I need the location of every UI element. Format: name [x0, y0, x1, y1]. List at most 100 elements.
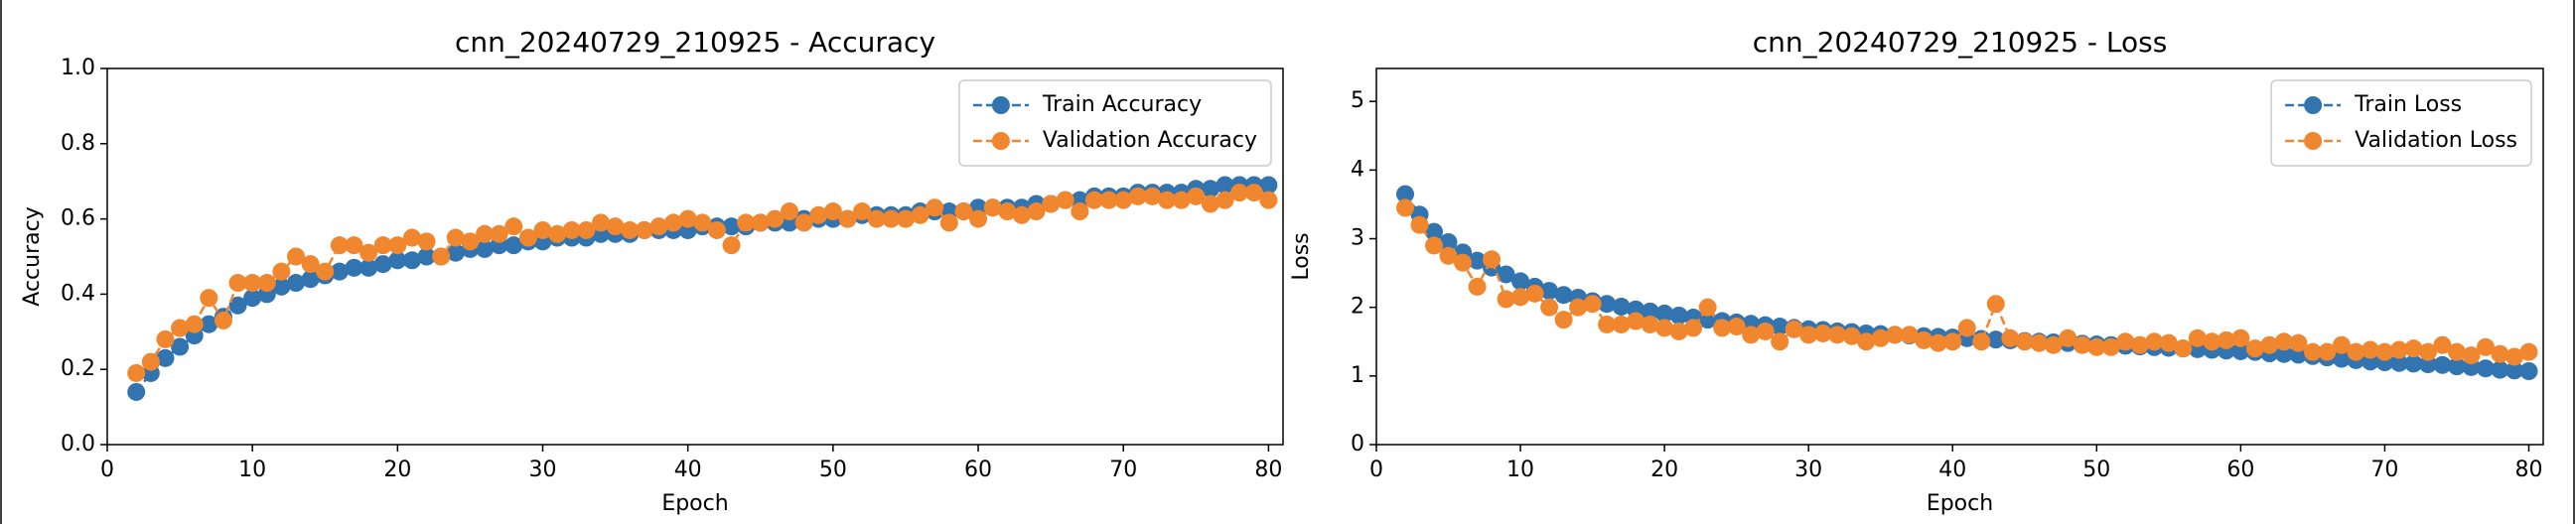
data-point	[1915, 330, 1933, 349]
x-tick-label: 80	[1254, 458, 1282, 482]
data-point	[1012, 205, 1031, 224]
data-point	[446, 243, 465, 262]
data-point	[1929, 333, 1947, 352]
data-point	[345, 258, 363, 277]
data-point	[171, 337, 190, 356]
x-tick-label: 80	[2514, 458, 2542, 482]
data-point	[287, 274, 306, 293]
data-point	[635, 220, 653, 239]
y-tick-label: 0.4	[61, 281, 95, 306]
data-point	[2116, 332, 2135, 351]
data-point	[1201, 195, 1219, 213]
data-point	[983, 198, 1002, 217]
data-point	[402, 228, 421, 247]
data-point	[1871, 328, 1890, 347]
data-point	[2274, 332, 2293, 351]
y-tick-label: 0.6	[61, 206, 95, 231]
data-point	[388, 251, 407, 270]
data-point	[1027, 202, 1046, 221]
legend-label: Validation Accuracy	[1043, 128, 1257, 153]
data-point	[1799, 326, 1818, 344]
data-point	[287, 247, 306, 266]
data-point	[504, 217, 523, 236]
data-point	[228, 274, 247, 293]
data-point	[998, 202, 1017, 221]
data-point	[388, 236, 407, 255]
y-tick-label: 0	[1351, 432, 1364, 457]
data-point	[2174, 339, 2193, 358]
data-point	[243, 289, 262, 308]
data-point	[1143, 187, 1162, 205]
data-point	[1216, 176, 1234, 195]
data-point	[1612, 297, 1631, 316]
data-point	[2059, 328, 2077, 347]
data-point	[1598, 315, 1617, 333]
data-point	[954, 202, 973, 221]
data-point	[1439, 246, 1458, 265]
data-point	[1771, 332, 1789, 351]
data-point	[432, 247, 451, 266]
data-point	[2087, 337, 2106, 356]
legend: Train Accuracy Validation Accuracy	[958, 79, 1272, 167]
axes-frame	[106, 67, 1284, 446]
data-point	[214, 311, 232, 329]
data-point	[1742, 326, 1761, 344]
data-point	[1698, 298, 1717, 317]
data-point	[577, 220, 596, 239]
data-point	[301, 270, 320, 289]
data-point	[2332, 335, 2351, 354]
data-point	[2245, 339, 2264, 358]
data-point	[1259, 191, 1278, 209]
x-tick-label: 40	[674, 458, 702, 482]
data-point	[345, 236, 363, 255]
data-point	[1842, 327, 1861, 345]
data-point	[141, 352, 160, 371]
y-tick-label: 1	[1351, 363, 1364, 388]
legend-marker	[991, 96, 1010, 114]
legend-marker	[2304, 96, 2323, 114]
data-point	[1187, 187, 1206, 205]
data-point	[1669, 322, 1688, 340]
data-point	[1201, 180, 1219, 198]
data-point	[1655, 304, 1674, 323]
data-point	[2418, 355, 2437, 374]
data-point	[1525, 284, 1544, 303]
data-point	[1612, 315, 1631, 333]
data-point	[2260, 335, 2279, 354]
data-point	[722, 217, 741, 236]
data-point	[417, 247, 436, 266]
x-tick-label: 20	[1650, 458, 1678, 482]
data-point	[359, 243, 378, 262]
data-point	[2433, 355, 2452, 374]
data-point	[2433, 335, 2452, 354]
data-point	[2519, 342, 2538, 361]
data-point	[1641, 302, 1659, 321]
y-tick-label: 2	[1351, 295, 1364, 320]
data-point	[257, 274, 276, 293]
data-point	[243, 274, 262, 293]
data-point	[1483, 250, 1502, 269]
data-point	[853, 202, 872, 221]
plot-area	[127, 176, 1278, 401]
data-point	[373, 255, 392, 274]
data-point	[2418, 342, 2437, 361]
data-point	[156, 329, 175, 348]
legend-box	[958, 79, 1272, 167]
x-tick-label: 50	[819, 458, 847, 482]
y-tick-label: 3	[1351, 226, 1364, 251]
data-point	[2231, 328, 2250, 347]
data-point	[693, 213, 712, 232]
data-point	[1569, 298, 1588, 317]
data-point	[678, 209, 697, 228]
data-point	[1230, 184, 1249, 202]
y-axis-label: Accuracy	[20, 206, 45, 306]
data-point	[1986, 295, 2005, 314]
data-point	[2375, 342, 2394, 361]
x-tick-label: 50	[2082, 458, 2110, 482]
data-point	[1497, 290, 1515, 309]
data-point	[1554, 311, 1573, 329]
x-tick-label: 20	[383, 458, 411, 482]
data-point	[446, 228, 465, 247]
data-point	[330, 236, 349, 255]
